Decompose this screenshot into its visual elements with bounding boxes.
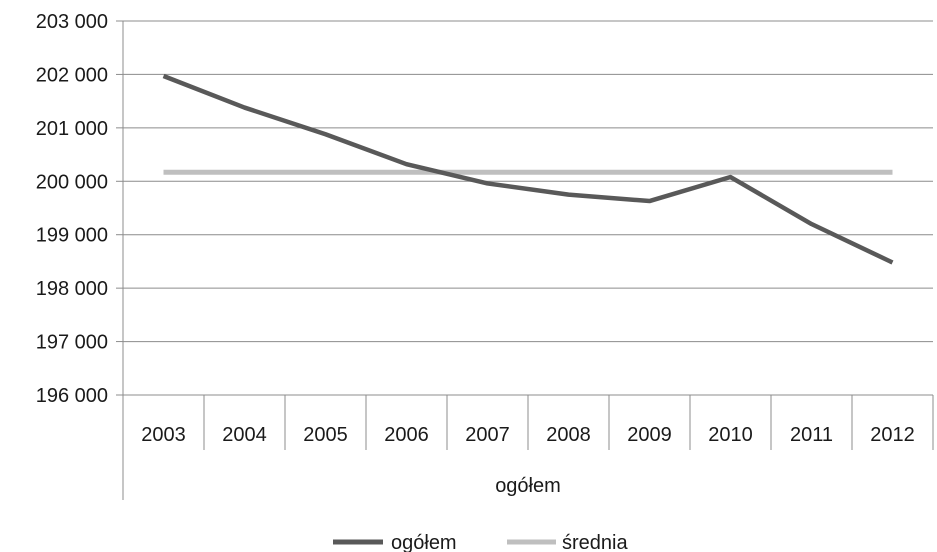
series-lines xyxy=(162,73,894,265)
x-tick-label: 2008 xyxy=(546,424,591,446)
y-tick-label: 198 000 xyxy=(36,278,108,300)
x-tick-label: 2003 xyxy=(141,424,186,446)
legend-label: ogółem xyxy=(391,532,457,552)
y-tick-label: 199 000 xyxy=(36,225,108,247)
x-tick-label: 2012 xyxy=(870,424,915,446)
x-tick-label: 2011 xyxy=(790,424,833,446)
x-axis-group-label: ogółem xyxy=(495,475,561,497)
y-tick-label: 200 000 xyxy=(36,171,108,193)
axes xyxy=(116,20,934,500)
x-tick-label: 2010 xyxy=(708,424,753,446)
y-tick-label: 196 000 xyxy=(36,385,108,407)
x-tick-label: 2006 xyxy=(384,424,429,446)
x-tick-label: 2007 xyxy=(465,424,510,446)
y-tick-label: 197 000 xyxy=(36,332,108,354)
legend: ogółem średnia xyxy=(333,532,628,552)
legend-label: średnia xyxy=(562,532,628,552)
x-tick-label: 2004 xyxy=(222,424,267,446)
x-tick-label: 2005 xyxy=(303,424,348,446)
y-tick-label: 201 000 xyxy=(36,118,108,140)
x-tick-labels: 2003 2004 2005 2006 2007 2008 2009 2010 2011 2012 xyxy=(141,424,915,446)
series-line-ogolem xyxy=(162,73,894,265)
x-tick-label: 2009 xyxy=(627,424,672,446)
y-tick-label: 202 000 xyxy=(36,64,108,86)
gridlines xyxy=(123,20,933,396)
y-tick-labels: 196 000 197 000 198 000 199 000 200 000 201 0… xyxy=(36,11,108,407)
y-tick-label: 203 000 xyxy=(36,11,108,33)
